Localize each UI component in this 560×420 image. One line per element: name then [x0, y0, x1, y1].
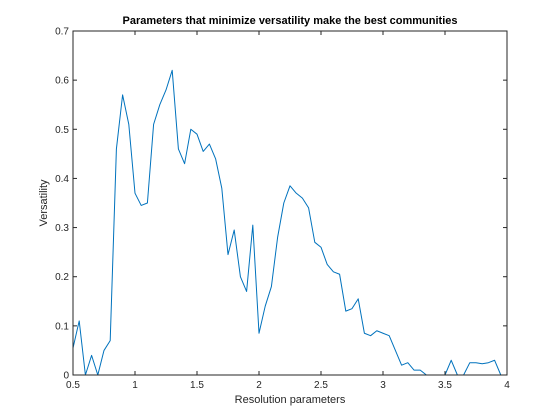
y-tick-label: 0.1 — [55, 321, 69, 332]
x-tick-label: 0.5 — [66, 380, 80, 391]
x-tick-label: 1.5 — [190, 380, 204, 391]
y-axis-ticks: 0 0.1 0.2 0.3 0.4 0.5 0.6 0.7 — [55, 27, 507, 382]
y-tick-label: 0.7 — [55, 27, 69, 38]
y-axis-title: Versatility — [38, 179, 50, 227]
x-axis-title: Resolution parameters — [235, 394, 346, 406]
x-tick-label: 2.5 — [314, 380, 328, 391]
y-tick-label: 0.6 — [55, 76, 69, 87]
x-tick-label: 4 — [504, 380, 510, 391]
y-tick-label: 0 — [63, 371, 69, 382]
y-tick-label: 0.3 — [55, 223, 69, 234]
y-tick-label: 0.2 — [55, 272, 69, 283]
x-tick-label: 3.5 — [438, 380, 452, 391]
plot-area — [73, 31, 507, 375]
plot-border — [72, 30, 508, 376]
x-tick-label: 3 — [380, 380, 386, 391]
chart-title: Parameters that minimize versatility mak… — [122, 15, 457, 27]
x-tick-label: 1 — [132, 380, 138, 391]
y-tick-label: 0.5 — [55, 125, 69, 136]
x-axis-ticks: 0.5 1 1.5 2 2.5 3 3.5 4 — [66, 31, 510, 391]
x-tick-label: 2 — [256, 380, 262, 391]
y-tick-label: 0.4 — [55, 174, 69, 185]
